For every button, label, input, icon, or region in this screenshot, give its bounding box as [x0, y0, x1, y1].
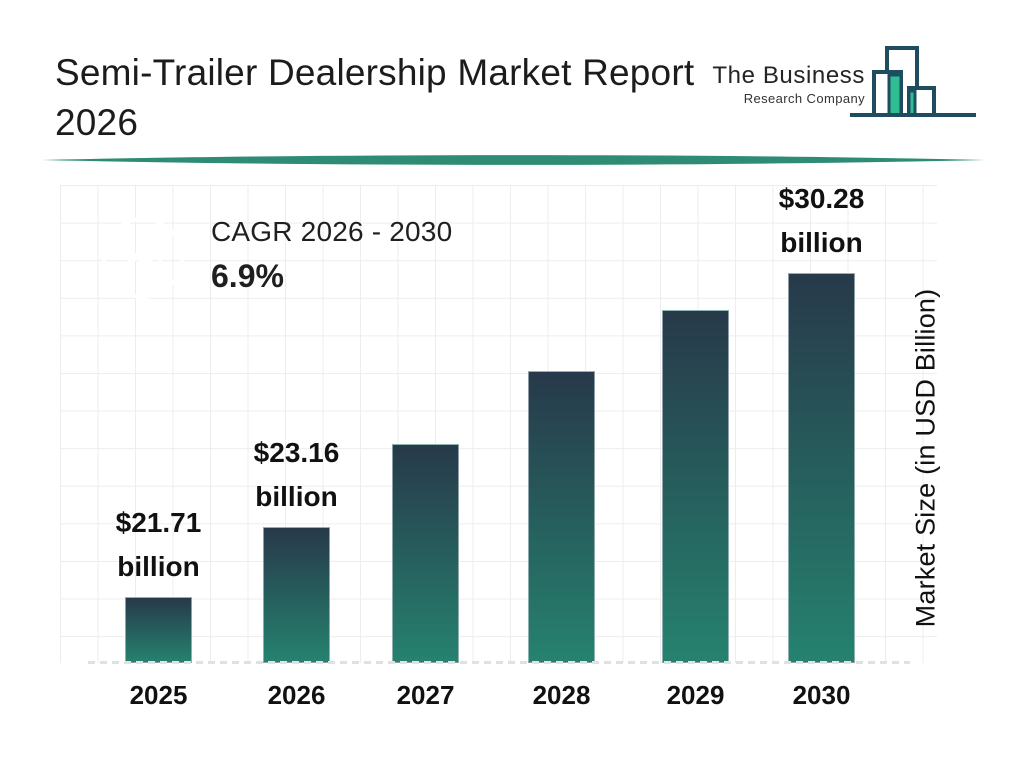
x-axis-label-2027: 2027 — [396, 680, 455, 710]
x-axis-label-2026: 2026 — [267, 680, 326, 710]
cagr-block: CAGR 2026 - 2030 6.9% — [211, 216, 452, 295]
y-axis-label: Market Size (in USD Billion) — [910, 288, 941, 628]
page-title: Semi-Trailer Dealership Market Report 20… — [55, 48, 755, 148]
brand-logo: The Business Research Company — [690, 36, 1000, 136]
brand-name: The Business — [712, 62, 865, 89]
bar-2026 — [263, 527, 330, 663]
x-axis-label-2025: 2025 — [129, 680, 188, 710]
cagr-value: 6.9% — [211, 258, 284, 294]
value-label-2026: $23.16 billion — [253, 437, 340, 512]
page-title-line2: 2026 — [55, 102, 139, 143]
x-axis-label-2028: 2028 — [532, 680, 591, 710]
x-axis-label-2029: 2029 — [666, 680, 725, 710]
section-divider — [42, 155, 986, 165]
x-axis-label-2030: 2030 — [792, 680, 851, 710]
x-axis-baseline — [88, 661, 910, 664]
cagr-badge-core — [102, 217, 184, 299]
bar-2028 — [528, 371, 595, 663]
cagr-label: CAGR 2026 - 2030 — [211, 216, 453, 247]
trending-up-icon — [121, 244, 164, 271]
bar-buildings-icon — [850, 46, 976, 117]
cagr-badge — [95, 210, 191, 306]
brand-logo-text: The Business Research Company — [690, 62, 865, 106]
value-label-2025: $21.71 billion — [115, 507, 202, 582]
brand-subname: Research Company — [743, 91, 865, 106]
page-title-line1: Semi-Trailer Dealership Market Report — [55, 52, 695, 93]
bar-2027 — [392, 444, 459, 663]
value-label-2030: $30.28 billion — [778, 183, 865, 258]
bar-2030 — [788, 273, 855, 663]
bar-2029 — [662, 310, 729, 663]
bar-2025 — [125, 597, 192, 663]
